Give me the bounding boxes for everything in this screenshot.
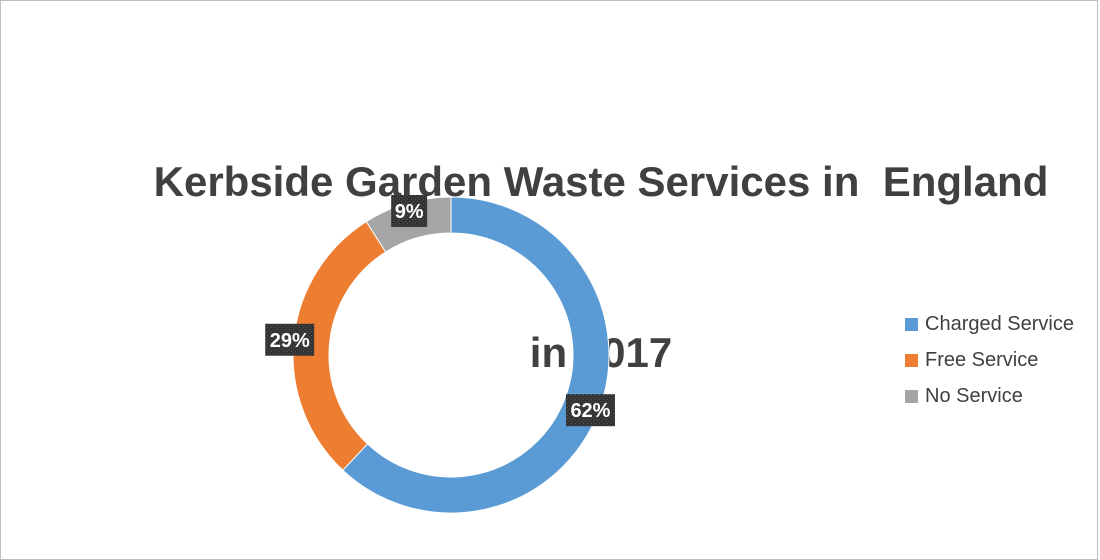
data-label-charged-service: 62%	[565, 394, 615, 427]
legend-item-charged-service: Charged Service	[905, 306, 1074, 342]
legend-swatch-free-service	[905, 353, 918, 367]
data-label-box	[265, 323, 315, 356]
data-label-free-service: 29%	[265, 323, 315, 356]
data-labels: 62% 29% 9%	[265, 194, 615, 427]
chart-title-line-1: Kerbside Garden Waste Services in Englan…	[153, 158, 1049, 205]
legend-item-free-service: Free Service	[905, 342, 1074, 378]
data-label-text: 62%	[570, 400, 610, 422]
donut-slices	[292, 196, 610, 514]
legend-label-charged-service: Charged Service	[925, 312, 1074, 335]
legend: Charged Service Free Service No Service	[905, 306, 1074, 414]
data-label-box	[565, 394, 615, 427]
legend-swatch-charged-service	[905, 317, 918, 331]
doughnut-chart: 62% 29% 9%	[265, 194, 615, 514]
data-label-no-service: 9%	[391, 194, 428, 227]
legend-swatch-no-service	[905, 389, 918, 403]
legend-label-no-service: No Service	[925, 384, 1023, 407]
legend-item-no-service: No Service	[905, 378, 1074, 414]
data-label-text: 29%	[270, 330, 310, 352]
data-label-box	[391, 194, 428, 227]
slice-charged-service	[342, 196, 610, 514]
data-label-text: 9%	[395, 201, 424, 223]
legend-label-free-service: Free Service	[925, 348, 1039, 371]
